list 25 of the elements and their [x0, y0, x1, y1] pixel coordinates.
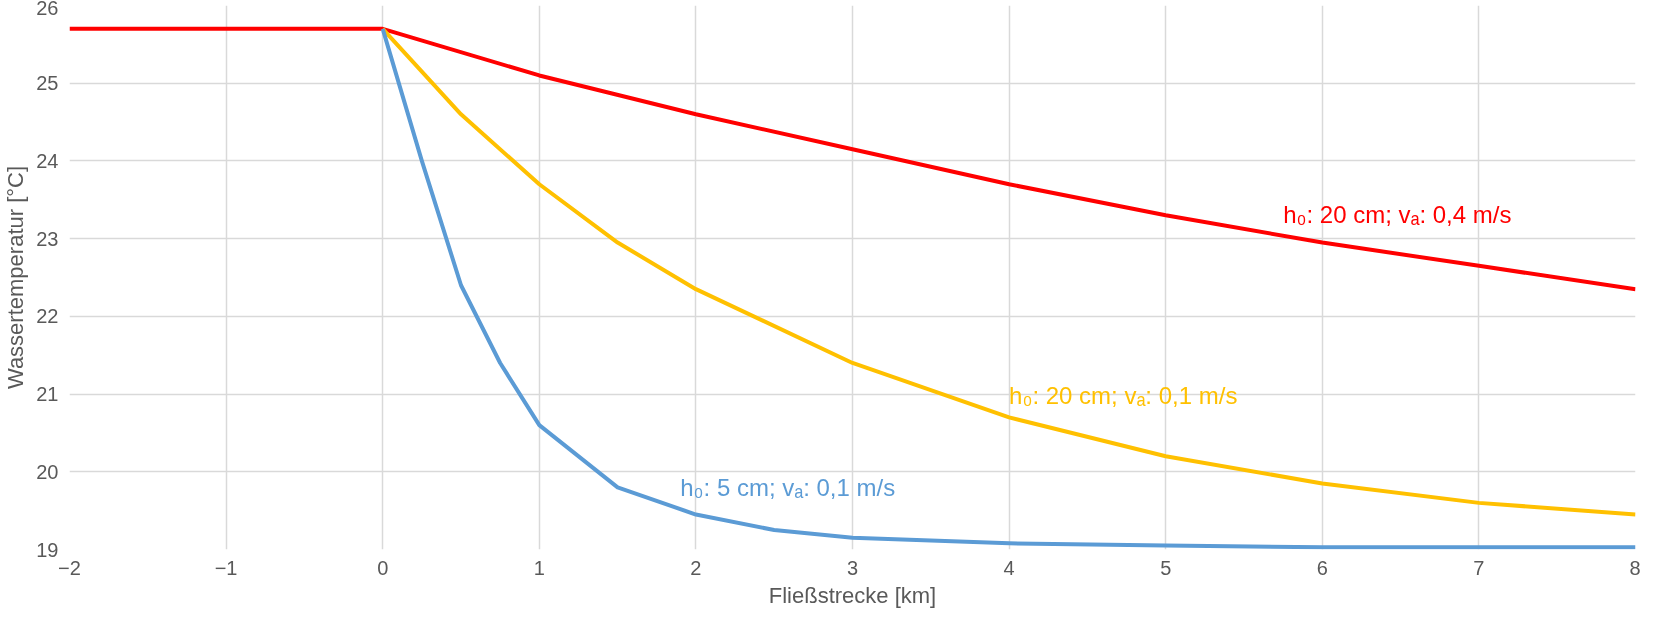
- x-tick-label: −2: [58, 556, 81, 579]
- y-tick-label: 26: [36, 0, 59, 19]
- x-axis-title: Fließstrecke [km]: [768, 582, 937, 608]
- y-tick-label: 23: [36, 227, 59, 250]
- x-tick-label: 8: [1629, 556, 1641, 579]
- x-tick-label: −1: [214, 556, 238, 579]
- x-tick-label: 4: [1003, 556, 1015, 579]
- y-tick-label: 25: [36, 72, 59, 95]
- series-label: h₀: 5 cm; vₐ: 0,1 m/s: [680, 474, 896, 502]
- x-tick-label: 5: [1160, 556, 1172, 579]
- x-tick-label: 7: [1473, 556, 1485, 579]
- series-label: h₀: 20 cm; vₐ: 0,1 m/s: [1009, 382, 1238, 410]
- x-tick-label: 1: [533, 556, 545, 579]
- y-tick-label: 19: [36, 538, 59, 561]
- y-axis-title: Wassertemperatur [°C]: [3, 165, 29, 390]
- x-tick-label: 6: [1316, 556, 1328, 579]
- series-label: h₀: 20 cm; vₐ: 0,4 m/s: [1283, 200, 1512, 228]
- x-tick-label: 0: [377, 556, 389, 579]
- y-tick-label: 24: [36, 149, 59, 172]
- y-tick-label: 22: [36, 305, 59, 328]
- y-tick-label: 21: [36, 383, 59, 406]
- x-tick-label: 3: [846, 556, 859, 579]
- x-tick-label: 2: [690, 556, 702, 579]
- y-tick-label: 20: [36, 460, 59, 483]
- line-series: [69, 26, 1636, 292]
